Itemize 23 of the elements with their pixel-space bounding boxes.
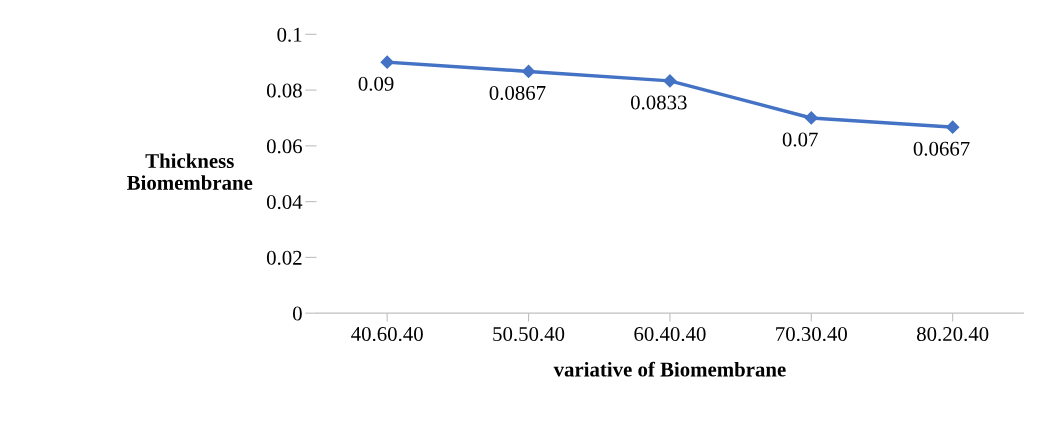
- y-tick-label: 0.08: [266, 83, 302, 98]
- data-label: 0.09: [358, 76, 394, 91]
- point: [380, 55, 394, 69]
- point: [946, 120, 960, 134]
- x-tick-label: 60.40.40: [634, 326, 706, 342]
- point: [663, 74, 677, 88]
- x-tick-label: 40.60.40: [351, 326, 423, 342]
- x-axis-title: variative of Biomembrane: [553, 361, 786, 377]
- point: [521, 64, 536, 78]
- data-label: 0.0833: [630, 95, 687, 110]
- data-label: 0.07: [782, 132, 818, 147]
- y-tick-label: 0.1: [277, 27, 302, 42]
- data-label: 0.0667: [913, 141, 970, 156]
- y-tick-label: 0: [292, 306, 302, 321]
- x-tick-label: 80.20.40: [917, 326, 989, 342]
- y-tick-label: 0.04: [266, 195, 303, 210]
- point: [804, 111, 818, 125]
- y-axis-title: Thickness Biomembrane: [127, 153, 253, 190]
- y-tick-label: 0.06: [266, 139, 302, 154]
- x-tick-label: 70.30.40: [776, 326, 847, 342]
- data-label: 0.0867: [489, 85, 546, 101]
- x-tick-label: 50.50.40: [493, 326, 565, 342]
- y-tick-label: 0.02: [266, 250, 302, 265]
